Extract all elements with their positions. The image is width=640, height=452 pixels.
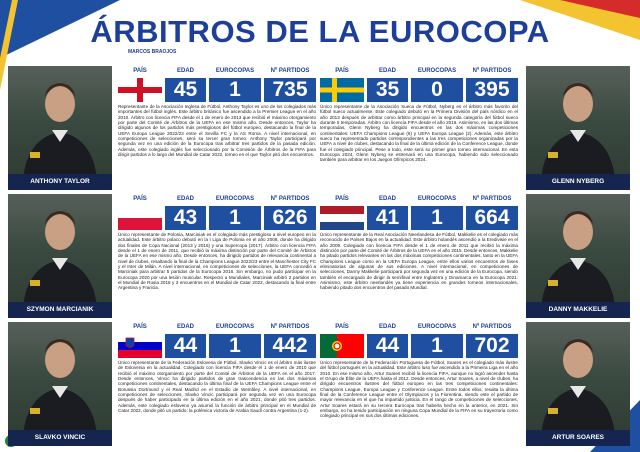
referee-card: ARTUR SOARES PAÍS EDAD EUROCOPAS Nº PARTIDOS…: [318, 322, 632, 446]
matches-header: Nº PARTIDOS: [472, 324, 512, 330]
page-title: ÁRBITROS DE LA EUROCOPA: [90, 14, 550, 49]
matches-value: 664: [466, 206, 518, 230]
referee-bio: Único representante de la Asociación Sue…: [320, 104, 518, 163]
author: MARCOS BRAOJOS: [128, 49, 177, 55]
stats: PAÍS EDAD EUROCOPAS Nº PARTIDOS 35 0 395: [320, 68, 518, 102]
referee-bio: Único representante de Polonia, Marcinia…: [118, 232, 316, 291]
euros-value: 1: [411, 206, 463, 230]
euros-header: EUROCOPAS: [417, 68, 457, 74]
age-header: EDAD: [378, 324, 396, 330]
stats: PAÍS EDAD EUROCOPAS Nº PARTIDOS 45 1 735: [118, 68, 316, 102]
flag: [320, 334, 364, 358]
referee-name: ARTUR SOARES: [526, 430, 630, 446]
flag: [320, 206, 364, 230]
euros-header: EUROCOPAS: [215, 196, 255, 202]
euros-header: EUROCOPAS: [215, 68, 255, 74]
referee-bio: Único representante de la Federación Esl…: [118, 360, 316, 414]
age-value: 35: [367, 78, 408, 102]
referee-name: GLENN NYBERG: [526, 174, 630, 190]
referee-name: SLAVKO VINCIC: [8, 430, 112, 446]
referee-bio: Representante de la Asociación Inglesa d…: [118, 104, 316, 158]
referee-name: ANTHONY TAYLOR: [8, 174, 112, 190]
matches-header: Nº PARTIDOS: [270, 324, 310, 330]
flag: [118, 334, 162, 358]
country-header: PAÍS: [133, 68, 147, 74]
matches-value: 702: [466, 334, 518, 358]
matches-value: 442: [264, 334, 316, 358]
age-value: 44: [367, 334, 408, 358]
euros-value: 0: [411, 78, 463, 102]
referee-card: DANNY MAKKELIE PAÍS EDAD EUROCOPAS Nº PARTID…: [318, 194, 632, 318]
referee-card: SZYMON MARCIANIK PAÍS EDAD EUROCOPAS Nº PART…: [8, 194, 322, 318]
stats: PAÍS EDAD EUROCOPAS Nº PARTIDOS 44 1 702: [320, 324, 518, 358]
matches-header: Nº PARTIDOS: [270, 196, 310, 202]
matches-header: Nº PARTIDOS: [270, 68, 310, 74]
referee-card: GLENN NYBERG PAÍS EDAD EUROCOPAS Nº PARTIDOS…: [318, 66, 632, 190]
stats: PAÍS EDAD EUROCOPAS Nº PARTIDOS 43 1 626: [118, 196, 316, 230]
matches-header: Nº PARTIDOS: [472, 68, 512, 74]
referee-photo: ANTHONY TAYLOR: [8, 66, 112, 190]
age-header: EDAD: [176, 324, 194, 330]
age-value: 43: [165, 206, 206, 230]
stats: PAÍS EDAD EUROCOPAS Nº PARTIDOS 44 1 442: [118, 324, 316, 358]
matches-value: 626: [264, 206, 316, 230]
matches-value: 735: [264, 78, 316, 102]
referee-photo: DANNY MAKKELIE: [526, 194, 630, 318]
stats: PAÍS EDAD EUROCOPAS Nº PARTIDOS 41 1 664: [320, 196, 518, 230]
referee-card: ANTHONY TAYLOR PAÍS EDAD EUROCOPAS Nº PARTID…: [8, 66, 322, 190]
referee-photo: SLAVKO VINCIC: [8, 322, 112, 446]
age-header: EDAD: [378, 196, 396, 202]
referee-bio: Único representante de la Real Asociació…: [320, 232, 518, 291]
age-header: EDAD: [176, 196, 194, 202]
flag: [320, 78, 364, 102]
referee-photo: GLENN NYBERG: [526, 66, 630, 190]
euros-header: EUROCOPAS: [417, 196, 457, 202]
euros-value: 1: [411, 334, 463, 358]
age-header: EDAD: [176, 68, 194, 74]
age-value: 41: [367, 206, 408, 230]
flag: [118, 78, 162, 102]
referee-bio: Único representante de la Federación Por…: [320, 360, 518, 419]
country-header: PAÍS: [335, 196, 349, 202]
referee-name: SZYMON MARCIANIK: [8, 302, 112, 318]
country-header: PAÍS: [335, 324, 349, 330]
matches-header: Nº PARTIDOS: [472, 196, 512, 202]
age-value: 44: [165, 334, 206, 358]
country-header: PAÍS: [133, 324, 147, 330]
age-value: 45: [165, 78, 206, 102]
euros-value: 1: [209, 206, 261, 230]
referee-name: DANNY MAKKELIE: [526, 302, 630, 318]
referee-card: SLAVKO VINCIC PAÍS EDAD EUROCOPAS Nº PARTIDO…: [8, 322, 322, 446]
euros-header: EUROCOPAS: [215, 324, 255, 330]
referee-photo: SZYMON MARCIANIK: [8, 194, 112, 318]
euros-value: 1: [209, 78, 261, 102]
flag: [118, 206, 162, 230]
country-header: PAÍS: [335, 68, 349, 74]
matches-value: 395: [466, 78, 518, 102]
euros-header: EUROCOPAS: [417, 324, 457, 330]
referee-photo: ARTUR SOARES: [526, 322, 630, 446]
age-header: EDAD: [378, 68, 396, 74]
country-header: PAÍS: [133, 196, 147, 202]
euros-value: 1: [209, 334, 261, 358]
